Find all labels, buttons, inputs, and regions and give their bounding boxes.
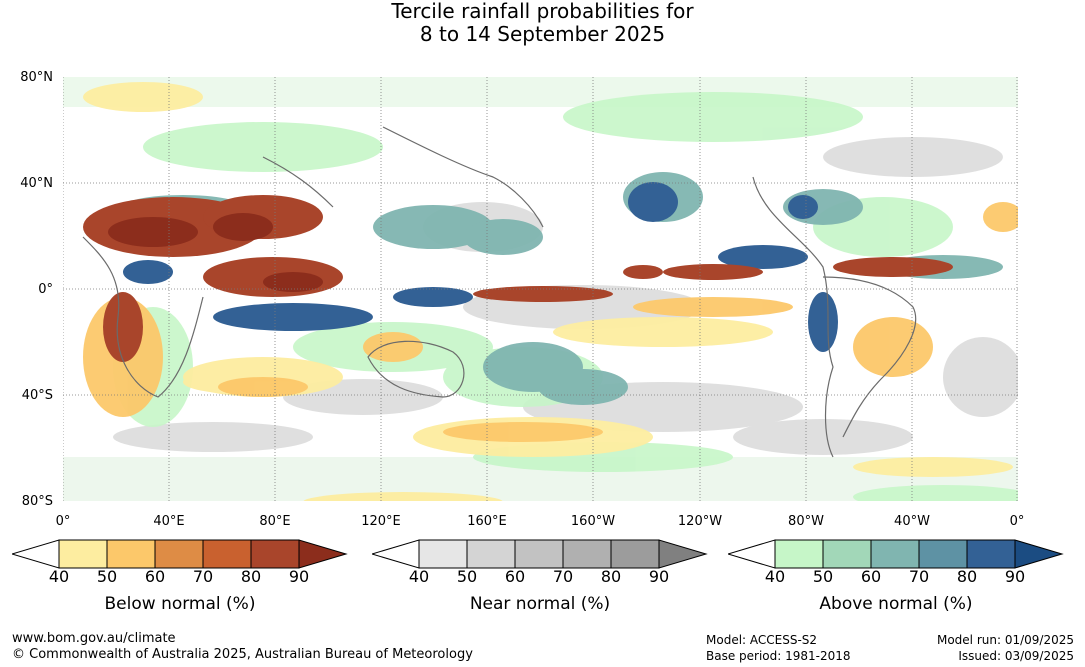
footer-model-run: Model run: 01/09/2025 xyxy=(936,633,1074,647)
legend-above-colorbar xyxy=(728,539,1064,569)
probability-map xyxy=(63,77,1018,501)
lon-label-120e: 120°E xyxy=(361,514,401,529)
lat-label-equator: 0° xyxy=(38,282,53,297)
legend-above-tick: 50 xyxy=(812,567,834,586)
legend-near-normal: 40 50 60 70 80 90 Near normal (%) xyxy=(372,538,708,614)
colorbar-segment xyxy=(870,539,920,569)
legend-below-tick: 70 xyxy=(192,567,214,586)
legend-above-tick: 70 xyxy=(908,567,930,586)
lat-label-40s: 40°S xyxy=(21,388,53,403)
footer-website: www.bom.gov.au/climate xyxy=(12,631,176,646)
lon-label-80e: 80°E xyxy=(259,514,291,529)
legend-above-tick: 40 xyxy=(764,567,786,586)
legend-near-tick: 90 xyxy=(648,567,670,586)
colorbar-segment xyxy=(466,539,516,569)
legend-above-ticks: 40 50 60 70 80 90 xyxy=(728,568,1064,586)
title-line-2: 8 to 14 September 2025 xyxy=(419,22,666,46)
legend-below-title: Below normal (%) xyxy=(104,594,256,614)
colorbar-segment xyxy=(610,539,660,569)
legend-near-tick: 70 xyxy=(552,567,574,586)
colorbar-segment xyxy=(58,539,108,569)
lon-label-40w: 40°W xyxy=(894,514,930,529)
colorbar-segment xyxy=(822,539,872,569)
legend-above-tick: 60 xyxy=(860,567,882,586)
legend-above-tick: 80 xyxy=(956,567,978,586)
lon-label-120w: 120°W xyxy=(677,514,723,529)
colorbar-low-arrow xyxy=(12,539,60,569)
lon-label-80w: 80°W xyxy=(788,514,824,529)
colorbar-segment xyxy=(250,539,300,569)
legend-near-tick: 50 xyxy=(456,567,478,586)
lon-label-160w: 160°W xyxy=(570,514,616,529)
colorbar-high-arrow xyxy=(1014,539,1064,569)
footer-model: Model: ACCESS-S2 xyxy=(706,633,818,647)
legend-below-tick: 90 xyxy=(288,567,310,586)
colorbar-low-arrow xyxy=(728,539,776,569)
lon-label-160e: 160°E xyxy=(467,514,507,529)
legend-near-tick: 60 xyxy=(504,567,526,586)
legend-below-tick: 40 xyxy=(48,567,70,586)
legend-above-title: Above normal (%) xyxy=(819,594,973,614)
lat-label-40n: 40°N xyxy=(20,176,53,191)
colorbar-segment xyxy=(202,539,252,569)
title-line-1: Tercile rainfall probabilities for xyxy=(391,0,694,23)
legend-near-ticks: 40 50 60 70 80 90 xyxy=(372,568,708,586)
lat-label-80s: 80°S xyxy=(21,494,53,509)
legend-above-tick: 90 xyxy=(1004,567,1026,586)
legend-below-colorbar xyxy=(12,539,348,569)
legend-near-colorbar xyxy=(372,539,708,569)
colorbar-segment xyxy=(918,539,968,569)
legend-near-tick: 40 xyxy=(408,567,430,586)
lon-label-40e: 40°E xyxy=(153,514,185,529)
colorbar-segment xyxy=(966,539,1016,569)
chart-title: Tercile rainfall probabilities for 8 to … xyxy=(0,0,1085,46)
colorbar-low-arrow xyxy=(372,539,420,569)
legend-above-normal: 40 50 60 70 80 90 Above normal (%) xyxy=(728,538,1064,614)
colorbar-segment xyxy=(562,539,612,569)
colorbar-segment xyxy=(154,539,204,569)
colorbar-segment xyxy=(418,539,468,569)
legend-below-tick: 80 xyxy=(240,567,262,586)
legend-near-title: Near normal (%) xyxy=(469,594,611,614)
legend-below-tick: 50 xyxy=(96,567,118,586)
legend-below-tick: 60 xyxy=(144,567,166,586)
lon-label-0-left: 0° xyxy=(55,514,71,529)
lat-label-80n: 80°N xyxy=(20,70,53,85)
colorbar-segment xyxy=(774,539,824,569)
lon-label-0-right: 0° xyxy=(1009,514,1025,529)
legend-below-normal: 40 50 60 70 80 90 Below normal (%) xyxy=(12,538,348,614)
colorbar-segment xyxy=(514,539,564,569)
colorbar-high-arrow xyxy=(298,539,348,569)
colorbar-high-arrow xyxy=(658,539,708,569)
legend-below-ticks: 40 50 60 70 80 90 xyxy=(12,568,348,586)
map-canvas xyxy=(63,77,1018,501)
footer-base-period: Base period: 1981-2018 xyxy=(706,649,851,663)
footer-copyright: © Commonwealth of Australia 2025, Austra… xyxy=(12,647,473,662)
colorbar-segment xyxy=(106,539,156,569)
legend-near-tick: 80 xyxy=(600,567,622,586)
footer-issued: Issued: 03/09/2025 xyxy=(958,649,1074,663)
